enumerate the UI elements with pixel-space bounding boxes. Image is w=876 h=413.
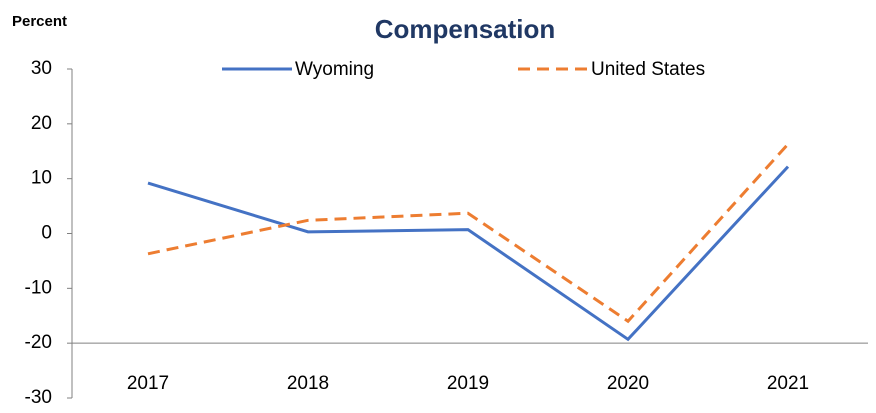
y-axis-label: Percent (12, 13, 67, 30)
y-tick-label: 10 (31, 168, 52, 189)
y-tick-label: -20 (25, 332, 52, 353)
y-tick-label: 20 (31, 113, 52, 134)
legend-label: Wyoming (295, 59, 374, 80)
y-tick-label: -10 (25, 277, 52, 298)
x-tick-label: 2019 (447, 373, 489, 394)
legend-label: United States (591, 59, 705, 80)
series-line (147, 143, 790, 324)
y-tick-label: 0 (41, 223, 52, 244)
x-tick-label: 2020 (607, 373, 649, 394)
y-tick-label: 30 (31, 58, 52, 79)
series-line (147, 165, 790, 342)
x-tick-label: 2017 (127, 373, 169, 394)
x-tick-label: 2018 (287, 373, 329, 394)
x-tick-label: 2021 (767, 373, 809, 394)
chart-title: Compensation (375, 14, 556, 44)
y-tick-label: -30 (25, 387, 52, 408)
